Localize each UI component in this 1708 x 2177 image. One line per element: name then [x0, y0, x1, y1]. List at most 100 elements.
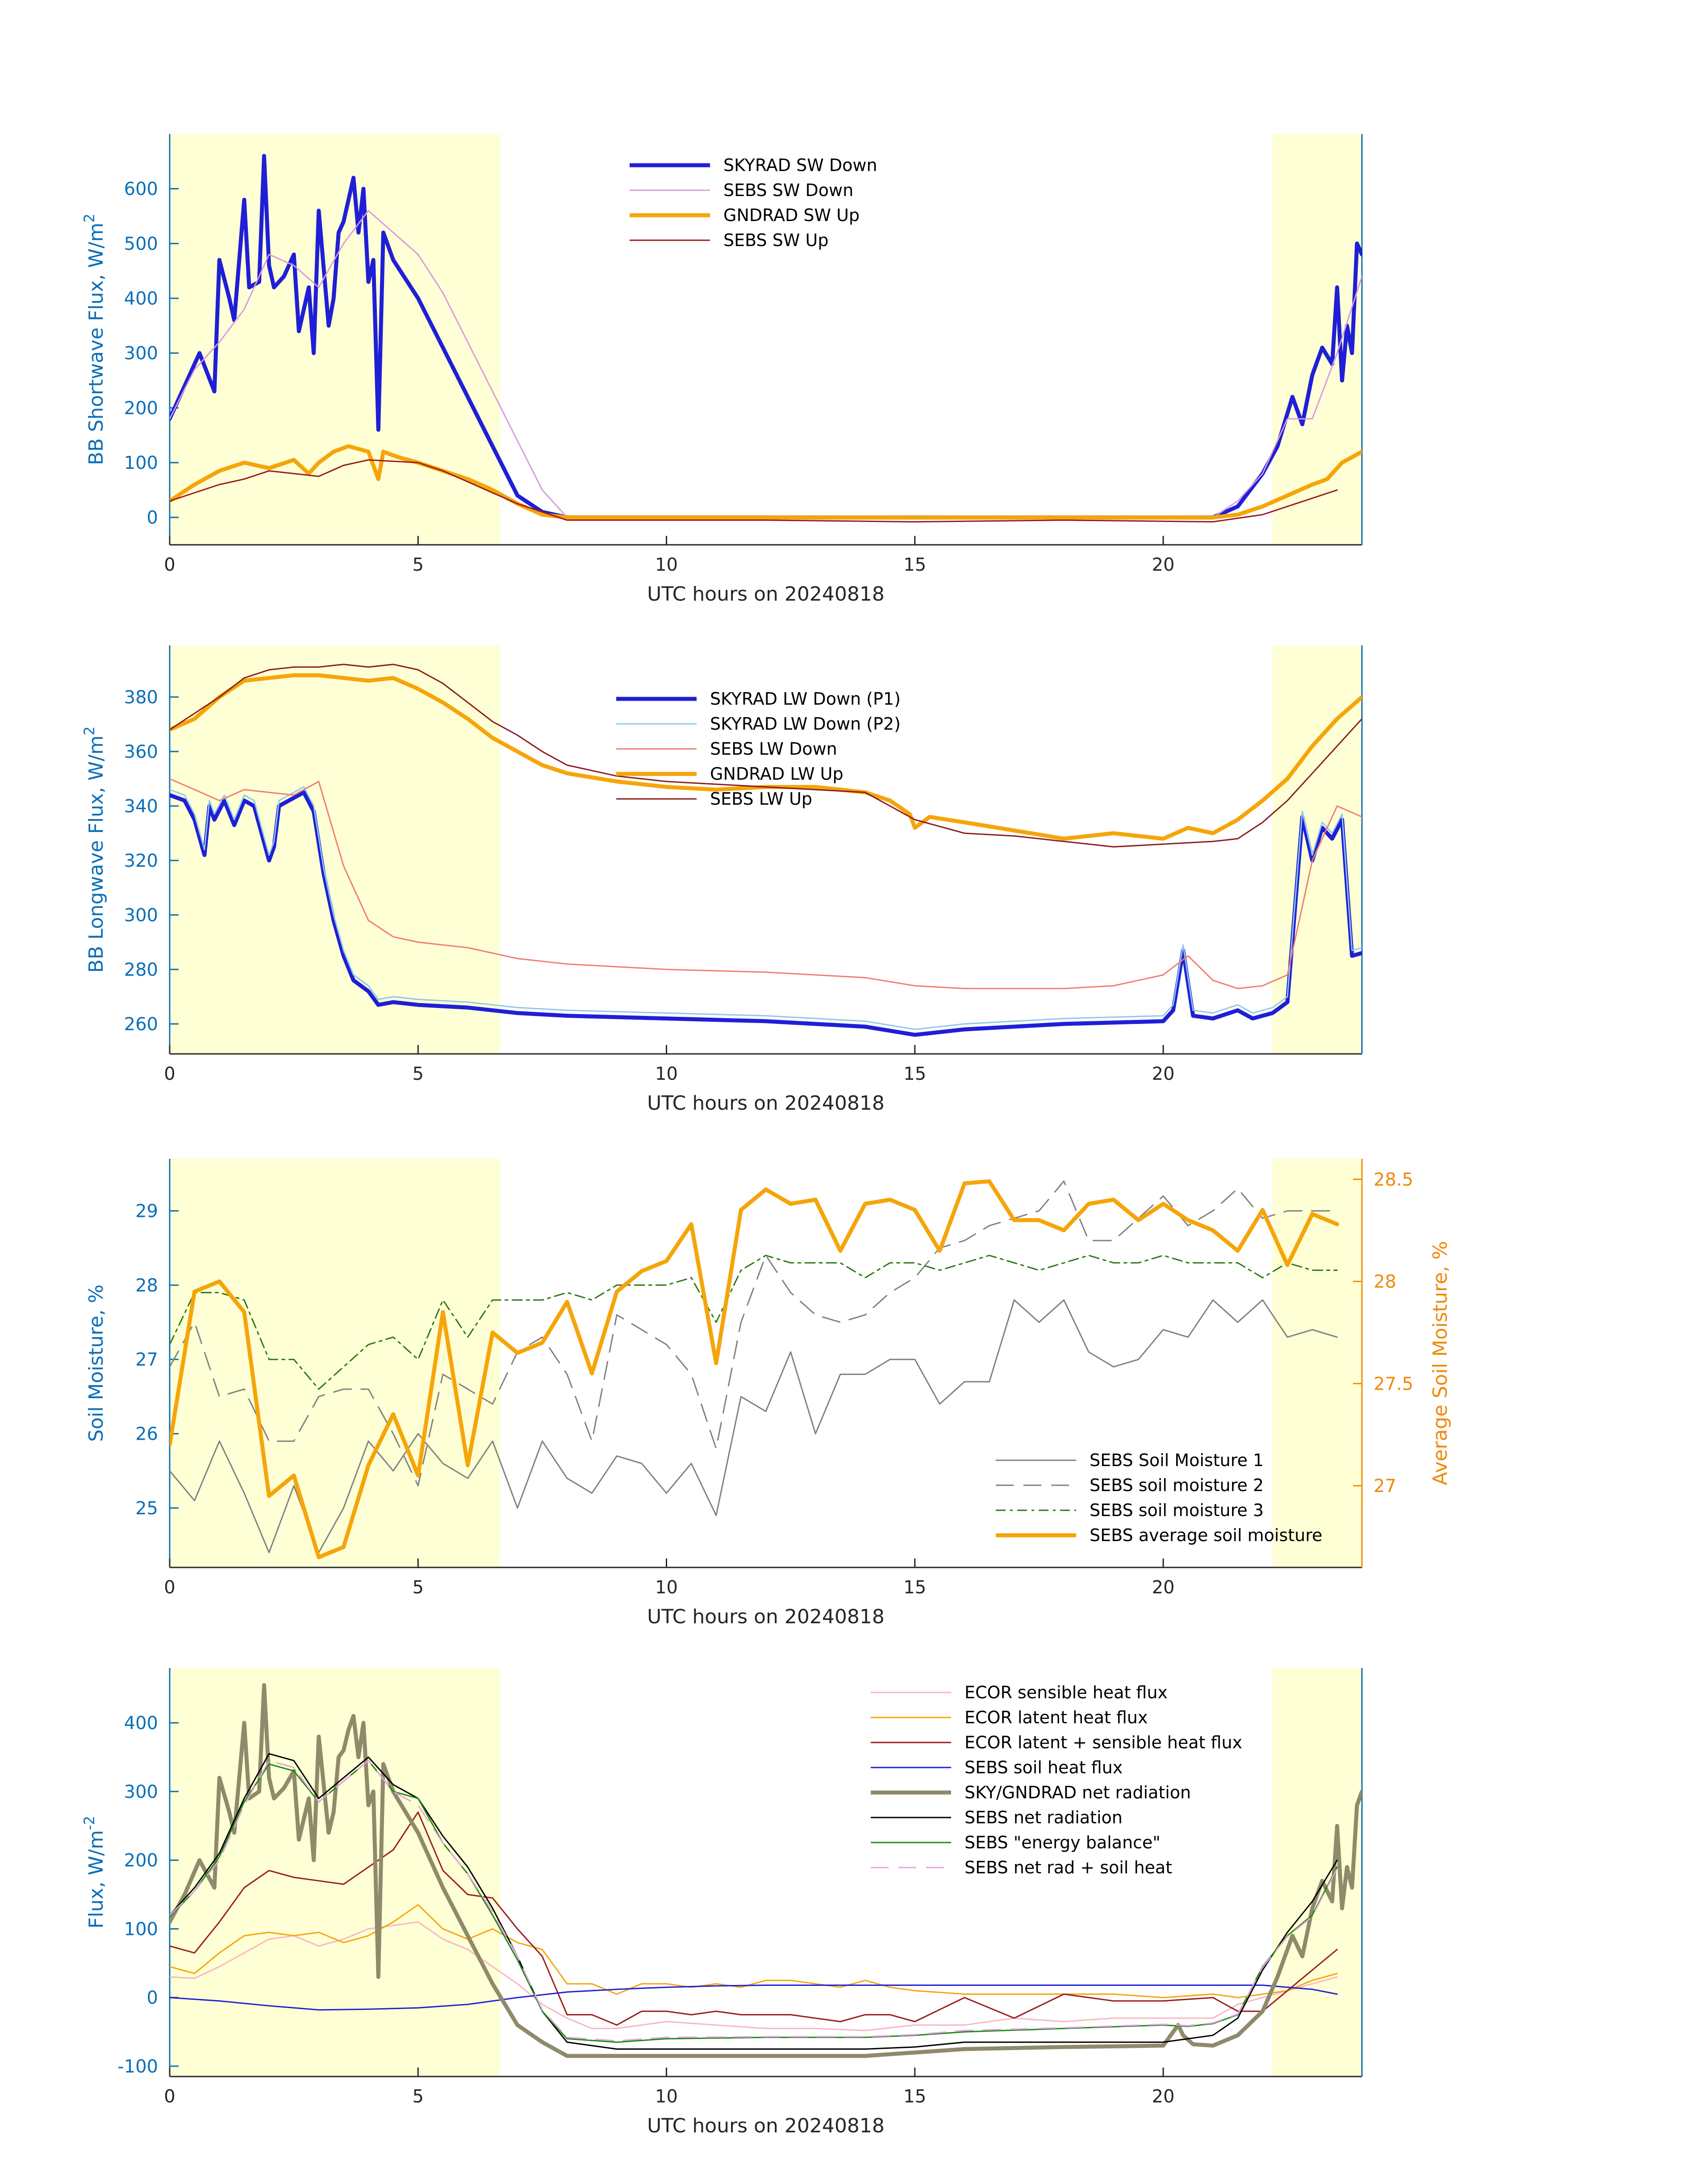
night-shading-soil-0 — [170, 1159, 500, 1567]
series-sebs-net-rad-soil-heat — [170, 1760, 1338, 2042]
y-tick-label: 25 — [135, 1498, 158, 1519]
y-tick-label: 500 — [124, 234, 158, 254]
y-tick-label: 0 — [147, 508, 158, 528]
y-right-tick-label: 27 — [1374, 1476, 1396, 1496]
y-right-tick-label: 27.5 — [1374, 1374, 1413, 1394]
legend-flux: ECOR sensible heat flux ECOR latent heat … — [871, 1683, 1242, 1877]
x-tick-label: 0 — [164, 1064, 175, 1084]
y-tick-label: 260 — [124, 1014, 158, 1035]
x-tick-label: 20 — [1152, 1064, 1175, 1084]
legend-label-sky-gndrad-net-radiation: SKY/GNDRAD net radiation — [965, 1783, 1191, 1802]
y-tick-label: 300 — [124, 905, 158, 926]
x-tick-label: 10 — [655, 2086, 678, 2107]
x-tick-label: 10 — [655, 555, 678, 575]
x-tick-label: 5 — [413, 1577, 424, 1598]
y-tick-label: 320 — [124, 851, 158, 871]
night-shading-flux-0 — [170, 1668, 500, 2077]
series-skyrad-sw-down — [170, 154, 1362, 520]
x-tick-label: 0 — [164, 1577, 175, 1598]
y-tick-label: 600 — [124, 179, 158, 200]
y-axis-label: BB Shortwave Flux, W/m2 — [81, 213, 108, 465]
y-tick-label: 400 — [124, 288, 158, 309]
x-tick-label: 10 — [655, 1577, 678, 1598]
x-tick-label: 0 — [164, 555, 175, 575]
legend-label-sebs-net-rad-soil-heat: SEBS net rad + soil heat — [965, 1858, 1172, 1877]
x-axis-label: UTC hours on 20240818 — [647, 2114, 885, 2137]
x-tick-label: 5 — [413, 555, 424, 575]
y-tick-label: 300 — [124, 343, 158, 364]
legend-label-ecor-latent-sensible-heat-flux: ECOR latent + sensible heat flux — [965, 1733, 1242, 1752]
legend-label-sebs-lw-down: SEBS LW Down — [710, 739, 837, 759]
legend-label-sebs-lw-up: SEBS LW Up — [710, 789, 812, 809]
series-skyrad-lw-down-p2 — [170, 786, 1362, 1030]
series-sebs-net-radiation — [170, 1753, 1338, 2050]
legend-label-gndrad-sw-up: GNDRAD SW Up — [723, 205, 860, 225]
y-tick-label: 100 — [124, 1919, 158, 1939]
night-shading-lw-0 — [170, 645, 500, 1054]
y-tick-label: 0 — [147, 1988, 158, 2008]
legend-sw: SKYRAD SW Down SEBS SW Down GNDRAD SW Up SE… — [630, 155, 877, 250]
legend-label-gndrad-lw-up: GNDRAD LW Up — [710, 764, 844, 784]
legend-label-sebs-soil-moisture-1: SEBS Soil Moisture 1 — [1090, 1450, 1264, 1470]
y-tick-label: 200 — [124, 1851, 158, 1871]
y-tick-label: 29 — [135, 1201, 158, 1221]
legend-soil: SEBS Soil Moisture 1 SEBS soil moisture 2… — [996, 1450, 1322, 1545]
y-tick-label: 280 — [124, 960, 158, 980]
y-tick-label: 27 — [135, 1350, 158, 1370]
chart-lw: 0 5 10 15 20 260 280 300 320 340 360 380 UTC hours o… — [81, 645, 1363, 1115]
legend-label-sebs-soil-heat-flux: SEBS soil heat flux — [965, 1758, 1123, 1777]
series-ecor-sensible-heat-flux — [170, 1921, 1338, 2031]
series-ecor-latent-sensible-heat-flux — [170, 1811, 1338, 2026]
series-skyrad-lw-down-p1 — [170, 790, 1362, 1037]
y-right-tick-label: 28 — [1374, 1272, 1396, 1292]
x-tick-label: 0 — [164, 2086, 175, 2107]
legend-label-sebs-sw-up: SEBS SW Up — [723, 230, 828, 250]
x-tick-label: 20 — [1152, 555, 1175, 575]
legend-label-sebs-average-soil-moisture: SEBS average soil moisture — [1090, 1525, 1322, 1545]
series-sebs-lw-up — [170, 664, 1362, 848]
y-tick-label: 100 — [124, 453, 158, 473]
chart-soil: 0 5 10 15 20 25 26 27 28 29 27 27.5 28 28.5 UTC hours … — [85, 1159, 1452, 1628]
y-axis-label: BB Longwave Flux, W/m2 — [81, 727, 108, 973]
x-tick-label: 5 — [413, 1064, 424, 1084]
x-tick-label: 10 — [655, 1064, 678, 1084]
x-tick-label: 5 — [413, 2086, 424, 2107]
x-tick-label: 20 — [1152, 1577, 1175, 1598]
legend-label-sebs-soil-moisture-3: SEBS soil moisture 3 — [1090, 1500, 1264, 1520]
y-tick-label: 360 — [124, 742, 158, 762]
series-sebs-sw-down — [170, 210, 1362, 518]
x-tick-label: 15 — [903, 555, 926, 575]
series-sebs-soil-heat-flux — [170, 1985, 1338, 2011]
legend-label-skyrad-lw-down-p1: SKYRAD LW Down (P1) — [710, 689, 901, 709]
legend-label-skyrad-sw-down: SKYRAD SW Down — [723, 155, 877, 175]
legend-label-skyrad-lw-down-p2: SKYRAD LW Down (P2) — [710, 714, 901, 734]
legend-label-sebs-energy-balance: SEBS "energy balance" — [965, 1833, 1161, 1852]
series-sebs-soil-moisture-2 — [170, 1180, 1338, 1487]
legend-label-sebs-sw-down: SEBS SW Down — [723, 180, 853, 200]
series-sebs-sw-up — [170, 459, 1338, 522]
series-sebs-average-soil-moisture — [170, 1179, 1339, 1559]
y-tick-label: 300 — [124, 1782, 158, 1802]
y-axis-right-label: Average Soil Moisture, % — [1429, 1241, 1452, 1485]
y-tick-label: 26 — [135, 1424, 158, 1445]
y-tick-label: 28 — [135, 1275, 158, 1296]
y-right-tick-label: 28.5 — [1374, 1170, 1413, 1190]
night-shading-soil-1 — [1272, 1159, 1362, 1567]
series-gndrad-lw-up — [170, 673, 1362, 841]
night-shading-sw-0 — [170, 134, 500, 545]
legend-lw: SKYRAD LW Down (P1) SKYRAD LW Down (P2) SE… — [616, 689, 901, 809]
x-tick-label: 15 — [903, 1064, 926, 1084]
x-tick-label: 20 — [1152, 2086, 1175, 2107]
series-sebs-soil-moisture-3 — [170, 1254, 1338, 1390]
series-sebs-soil-moisture-1 — [170, 1299, 1338, 1554]
legend-label-ecor-latent-heat-flux: ECOR latent heat flux — [965, 1708, 1148, 1727]
y-tick-label: 380 — [124, 687, 158, 708]
series-group — [170, 154, 1362, 522]
y-axis-label: Flux, W/m-2 — [81, 1816, 108, 1929]
series-ecor-latent-heat-flux — [170, 1904, 1338, 1998]
legend-label-sebs-net-radiation: SEBS net radiation — [965, 1808, 1123, 1827]
series-sky-gndrad-net-radiation — [170, 1683, 1362, 2058]
chart-flux: 0 5 10 15 20 -100 0 100 200 300 400 UTC hours on 20… — [81, 1668, 1363, 2137]
